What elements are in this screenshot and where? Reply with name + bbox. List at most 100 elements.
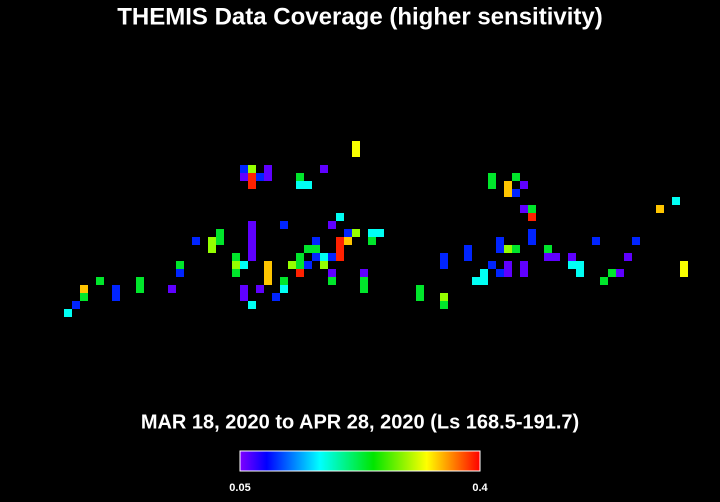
coverage-cell: [168, 285, 176, 293]
coverage-cell: [440, 301, 448, 309]
coverage-cell: [328, 277, 336, 285]
coverage-cell: [360, 285, 368, 293]
coverage-cell: [280, 221, 288, 229]
coverage-cell: [568, 253, 576, 261]
coverage-cell: [320, 253, 328, 261]
coverage-cell: [232, 261, 240, 269]
coverage-cell: [264, 277, 272, 285]
coverage-cell: [208, 245, 216, 253]
coverage-cell: [136, 285, 144, 293]
coverage-cell: [496, 245, 504, 253]
coverage-cell: [248, 173, 256, 181]
coverage-cell: [512, 189, 520, 197]
coverage-cell: [656, 205, 664, 213]
coverage-cell: [504, 261, 512, 269]
coverage-cell: [240, 293, 248, 301]
coverage-cell: [360, 269, 368, 277]
coverage-cell: [296, 181, 304, 189]
coverage-cell: [376, 229, 384, 237]
coverage-cell: [512, 245, 520, 253]
coverage-cell: [248, 253, 256, 261]
coverage-cell: [240, 261, 248, 269]
coverage-cell: [480, 277, 488, 285]
coverage-cell: [248, 181, 256, 189]
coverage-cell: [680, 269, 688, 277]
coverage-cell: [344, 237, 352, 245]
coverage-cell: [616, 269, 624, 277]
coverage-cell: [296, 269, 304, 277]
coverage-cell: [328, 253, 336, 261]
coverage-cell: [440, 293, 448, 301]
coverage-cell: [80, 285, 88, 293]
coverage-cell: [232, 253, 240, 261]
coverage-cell: [72, 301, 80, 309]
coverage-cell: [320, 165, 328, 173]
coverage-cell: [512, 173, 520, 181]
coverage-cell: [112, 285, 120, 293]
coverage-cell: [472, 277, 480, 285]
coverage-cell: [288, 261, 296, 269]
colorbar: [239, 450, 481, 472]
coverage-cell: [240, 165, 248, 173]
coverage-cell: [176, 269, 184, 277]
colorbar-tick-label: 0.05: [229, 482, 250, 494]
coverage-cell: [296, 261, 304, 269]
coverage-cell: [488, 261, 496, 269]
coverage-cell: [248, 301, 256, 309]
coverage-cell: [520, 181, 528, 189]
coverage-cell: [544, 245, 552, 253]
coverage-cell: [176, 261, 184, 269]
coverage-cell: [64, 309, 72, 317]
coverage-cell: [328, 269, 336, 277]
coverage-cell: [248, 245, 256, 253]
coverage-cell: [672, 197, 680, 205]
coverage-cell: [504, 269, 512, 277]
coverage-cell: [240, 285, 248, 293]
coverage-cell: [320, 261, 328, 269]
coverage-cell: [216, 229, 224, 237]
chart-title: THEMIS Data Coverage (higher sensitivity…: [117, 3, 602, 30]
colorbar-tick-label: 0.4: [472, 482, 488, 494]
coverage-cell: [504, 189, 512, 197]
coverage-cell: [504, 181, 512, 189]
coverage-cell: [464, 245, 472, 253]
coverage-cell: [248, 229, 256, 237]
coverage-cell: [336, 253, 344, 261]
coverage-cell: [352, 229, 360, 237]
coverage-cell: [264, 261, 272, 269]
coverage-cell: [240, 173, 248, 181]
coverage-cell: [528, 237, 536, 245]
coverage-cell: [248, 221, 256, 229]
coverage-cell: [496, 269, 504, 277]
coverage-cell: [368, 229, 376, 237]
subtitle: MAR 18, 2020 to APR 28, 2020 (Ls 168.5-1…: [141, 411, 579, 433]
coverage-cell: [112, 293, 120, 301]
coverage-cell: [416, 285, 424, 293]
coverage-cell: [80, 293, 88, 301]
coverage-cell: [272, 293, 280, 301]
coverage-cell: [304, 181, 312, 189]
coverage-cell: [680, 261, 688, 269]
coverage-cell: [304, 245, 312, 253]
coverage-cell: [416, 293, 424, 301]
coverage-cell: [296, 173, 304, 181]
coverage-cell: [352, 149, 360, 157]
coverage-cell: [600, 277, 608, 285]
coverage-cell: [256, 285, 264, 293]
coverage-cell: [632, 237, 640, 245]
coverage-cell: [248, 165, 256, 173]
coverage-cell: [264, 165, 272, 173]
coverage-cell: [96, 277, 104, 285]
coverage-cell: [208, 237, 216, 245]
coverage-cell: [576, 269, 584, 277]
coverage-cell: [520, 205, 528, 213]
coverage-cell: [480, 269, 488, 277]
coverage-cell: [528, 213, 536, 221]
coverage-cell: [360, 277, 368, 285]
coverage-cell: [216, 237, 224, 245]
coverage-cell: [520, 269, 528, 277]
coverage-cell: [192, 237, 200, 245]
coverage-cell: [568, 261, 576, 269]
